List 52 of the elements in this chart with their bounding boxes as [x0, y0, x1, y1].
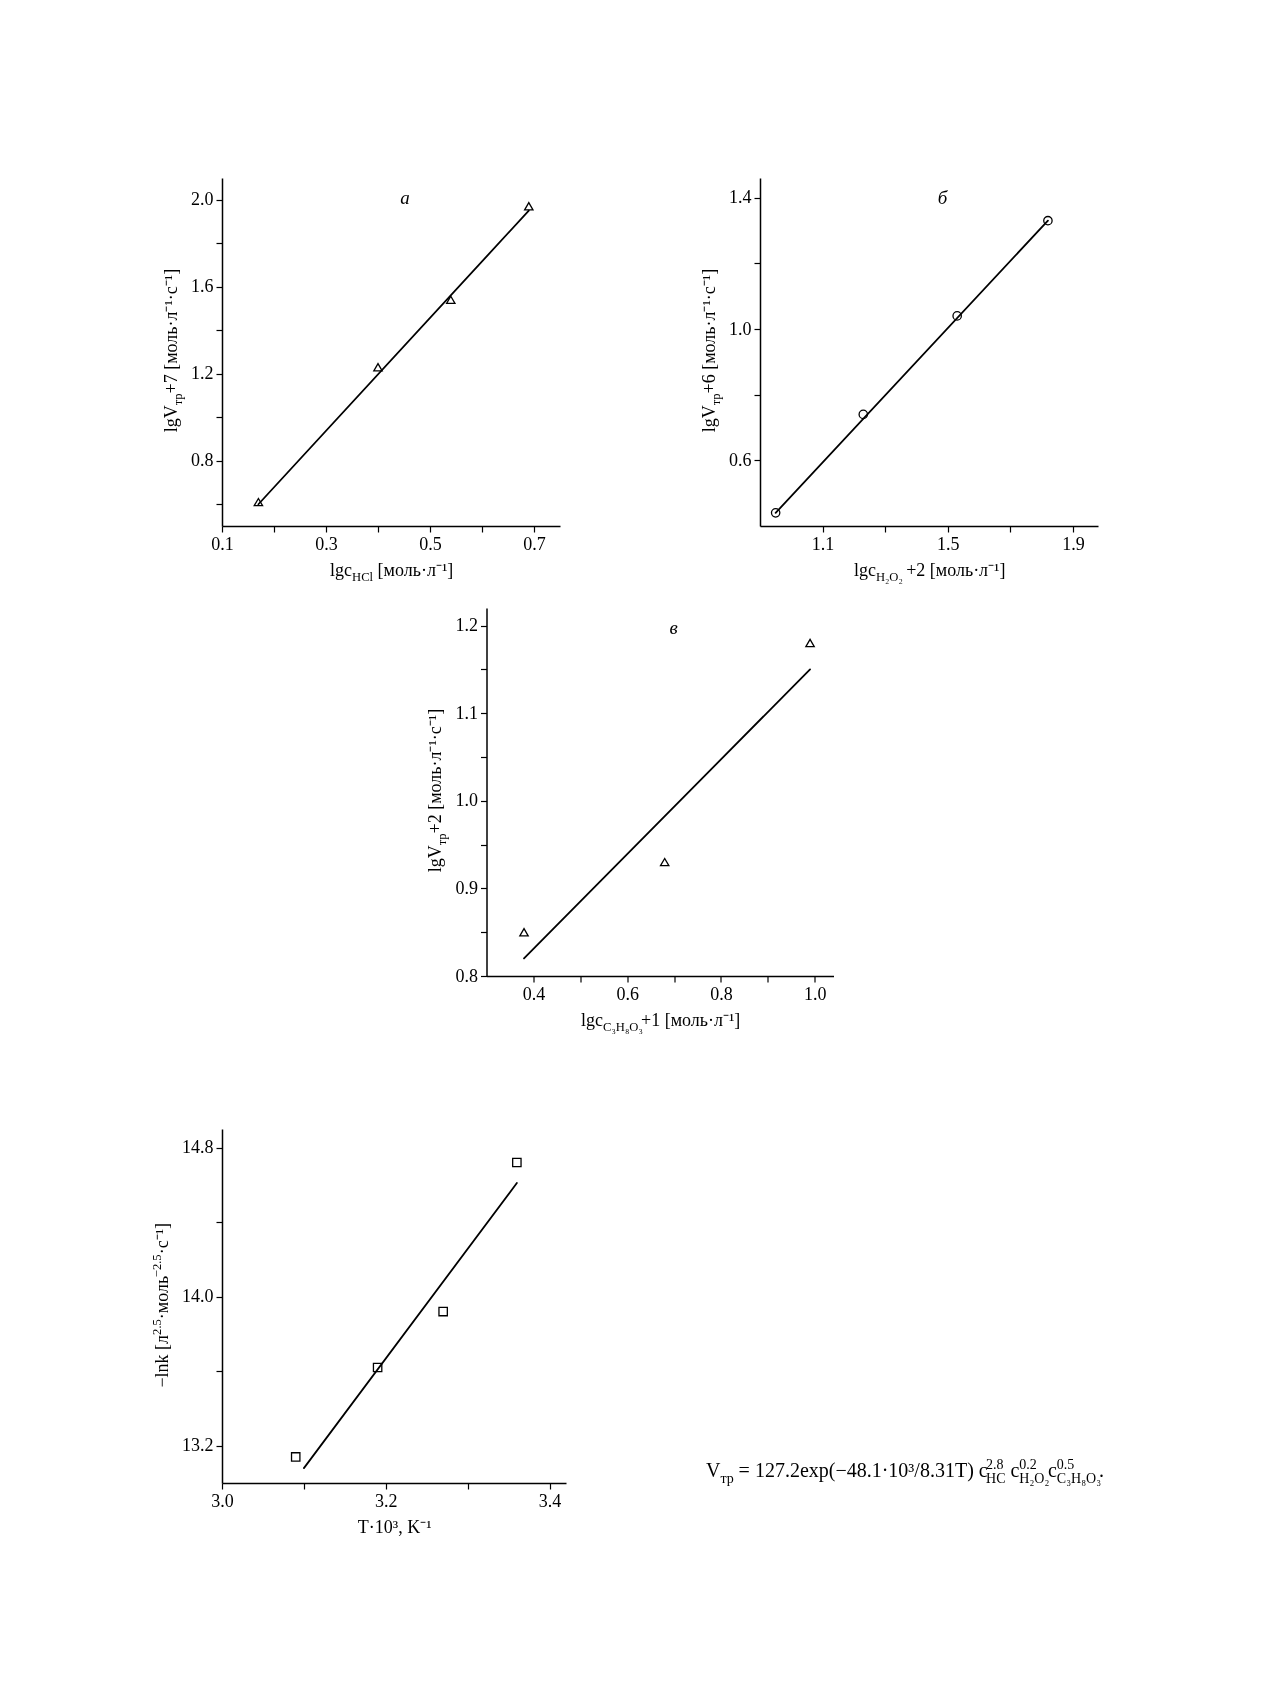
y-axis-title: lgVтр+7 [моль·л⁻¹·с⁻¹]	[160, 268, 185, 433]
y-axis-title: −lnk [л2.5·моль−2.5·с⁻¹]	[149, 1222, 172, 1388]
y-tick-label: 2.0	[191, 189, 214, 210]
y-tick-label: 0.9	[455, 877, 478, 898]
y-tick-label: 1.4	[729, 187, 752, 208]
x-tick-label: 0.6	[616, 983, 639, 1004]
point	[519, 927, 529, 937]
y-tick-label: 1.0	[729, 318, 752, 339]
x-tick-label: 0.7	[523, 533, 546, 554]
annotation: в	[669, 617, 678, 638]
point	[253, 497, 264, 507]
y-tick-label: 14.0	[182, 1286, 214, 1307]
point	[290, 1452, 301, 1462]
point	[445, 295, 456, 305]
y-tick-label: 1.2	[191, 363, 214, 384]
point	[438, 1306, 448, 1317]
y-tick-label: 13.2	[182, 1435, 214, 1456]
annotation: а	[400, 187, 410, 208]
x-tick-label: 1.9	[1062, 533, 1085, 554]
y-tick-label: 0.8	[191, 450, 214, 471]
point	[1043, 215, 1053, 226]
y-axis-title: lgVтр+6 [моль·л⁻¹·с⁻¹]	[698, 268, 723, 433]
point	[372, 1362, 383, 1373]
x-tick-label: 3.0	[211, 1490, 234, 1511]
x-tick-label: 3.4	[538, 1490, 562, 1511]
point	[858, 409, 869, 420]
annotation: б	[937, 187, 949, 208]
y-tick-label: 1.1	[455, 702, 478, 723]
x-tick-label: 0.3	[315, 533, 338, 554]
x-tick-label: 1.0	[803, 983, 827, 1004]
y-tick-label: 1.6	[191, 276, 214, 297]
y-tick-label: 1.2	[455, 615, 478, 636]
point	[805, 638, 815, 648]
x-tick-label: 1.5	[937, 533, 960, 554]
point	[659, 857, 670, 867]
y-tick-label: 1.0	[455, 790, 478, 811]
x-tick-label: 0.1	[211, 533, 234, 554]
x-tick-label: 3.2	[375, 1490, 398, 1511]
y-tick-label: 14.8	[182, 1137, 214, 1158]
x-axis-title: T·10³, K⁻¹	[357, 1517, 432, 1537]
x-tick-label: 0.8	[710, 983, 733, 1004]
y-axis-title: lgVтр+2 [моль·л⁻¹·с⁻¹]	[425, 708, 450, 873]
point	[523, 202, 534, 211]
point	[512, 1157, 522, 1168]
point	[373, 362, 383, 372]
x-tick-label: 1.1	[811, 533, 835, 554]
y-tick-label: 0.8	[455, 965, 478, 986]
x-tick-label: 0.5	[419, 533, 442, 554]
point	[952, 311, 962, 321]
point	[770, 508, 781, 518]
y-tick-label: 0.6	[729, 449, 752, 470]
x-tick-label: 0.4	[522, 983, 546, 1004]
